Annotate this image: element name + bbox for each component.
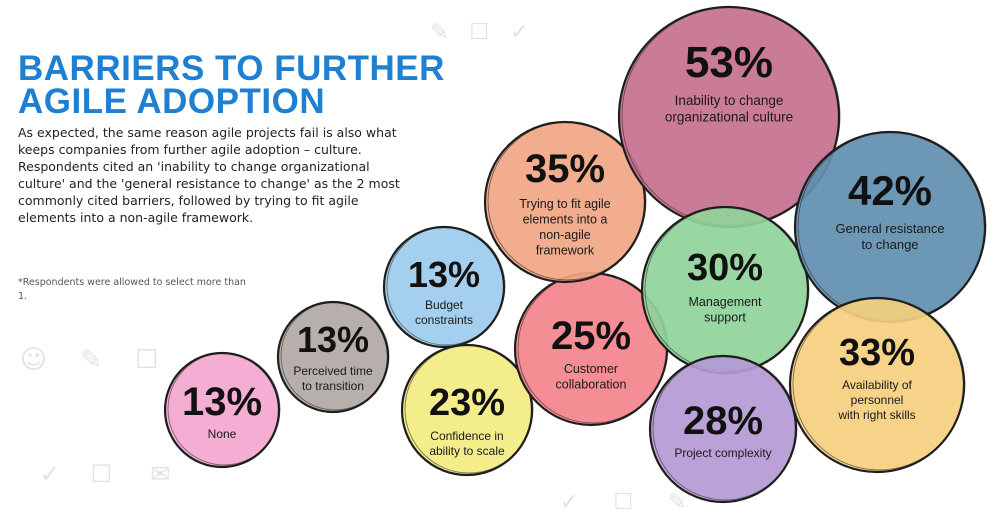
bubble-category-label: Budget [425,298,464,312]
bubble-category-label: collaboration [556,378,627,392]
bubble: 25% Customer collaboration [513,271,669,427]
bubble-value-label: 30% [687,247,763,289]
bubble-value-label: 33% [839,332,915,374]
bubble-value-label: 13% [182,380,262,424]
bubble-category-label: organizational culture [665,110,793,125]
background-doodle-icons: ✓ ☐ ✉ [40,460,171,488]
bubble-value-label: 42% [848,167,932,214]
bubble-value-label: 13% [297,319,369,360]
bubble-value-label: 35% [525,147,605,191]
background-doodle-icons: ☺ ✎ ☐ [20,345,159,375]
bubble-category-label: General resistance [835,221,944,236]
page-title: BARRIERS TO FURTHER AGILE ADOPTION [18,49,445,121]
bubble-value-label: 28% [683,399,763,443]
bubble-outline-sketch [167,352,281,466]
bubble-category-label: non-agile [539,228,590,242]
bubble-category-label: personnel [851,393,904,407]
bubble-category-label: Project complexity [674,446,771,460]
bubble-category-label: with right skills [837,408,915,422]
bubble: 35% Trying to fit agile elements into anon… [483,120,647,284]
title-line-1: BARRIERS TO FURTHER [18,49,445,88]
bubble-value-label: 25% [551,314,631,358]
bubble-circle [640,205,810,375]
bubble-category-label: to change [861,237,918,252]
bubble: 28% Project complexity [648,354,798,504]
intro-paragraph: As expected, the same reason agile proje… [18,125,400,225]
bubble-value-label: 13% [408,254,480,295]
bubble-outline-sketch [404,344,534,474]
bubble-value-label: 23% [429,382,505,424]
bubble-outline-sketch [386,226,506,346]
bubble-category-label: elements into a [523,213,608,227]
bubble-category-label: Customer [564,362,618,376]
bubble-category-label: Management [689,295,762,309]
bubble-category-label: to transition [302,379,364,393]
bubble-value-label: 53% [685,38,773,87]
title-line-2: AGILE ADOPTION [18,82,326,121]
bubble: 53% Inability to change organizational cul… [617,5,841,229]
bubble-outline-sketch [652,355,798,501]
background-doodle-icons: ✓ ☐ ✎ [560,490,687,515]
bubble-category-label: support [704,311,746,325]
bubble: 13% None [163,351,281,469]
bubble: 23% Confidence inability to scale [400,343,534,477]
bubble-category-label: Inability to change [675,93,784,108]
bubble-category-label: framework [536,244,595,258]
bubble-category-label: constraints [415,313,473,327]
bubble-category-label: Availability of [842,378,912,392]
background-doodle-icons: ✎ ☐ ✓ [430,20,529,45]
bubble-category-label: None [208,427,237,441]
bubble-category-label: Confidence in [430,429,503,443]
bubble-outline-sketch [487,121,647,281]
bubble-category-label: Perceived time [293,364,373,378]
bubble-category-label: ability to scale [429,444,505,458]
bubble-outline-sketch [280,301,390,411]
bubble-outline-sketch [792,297,966,471]
bubble-category-label: Trying to fit agile [519,197,610,211]
footnote: *Respondents were allowed to select more… [18,277,246,302]
bubble: 30% Management support [640,205,810,375]
